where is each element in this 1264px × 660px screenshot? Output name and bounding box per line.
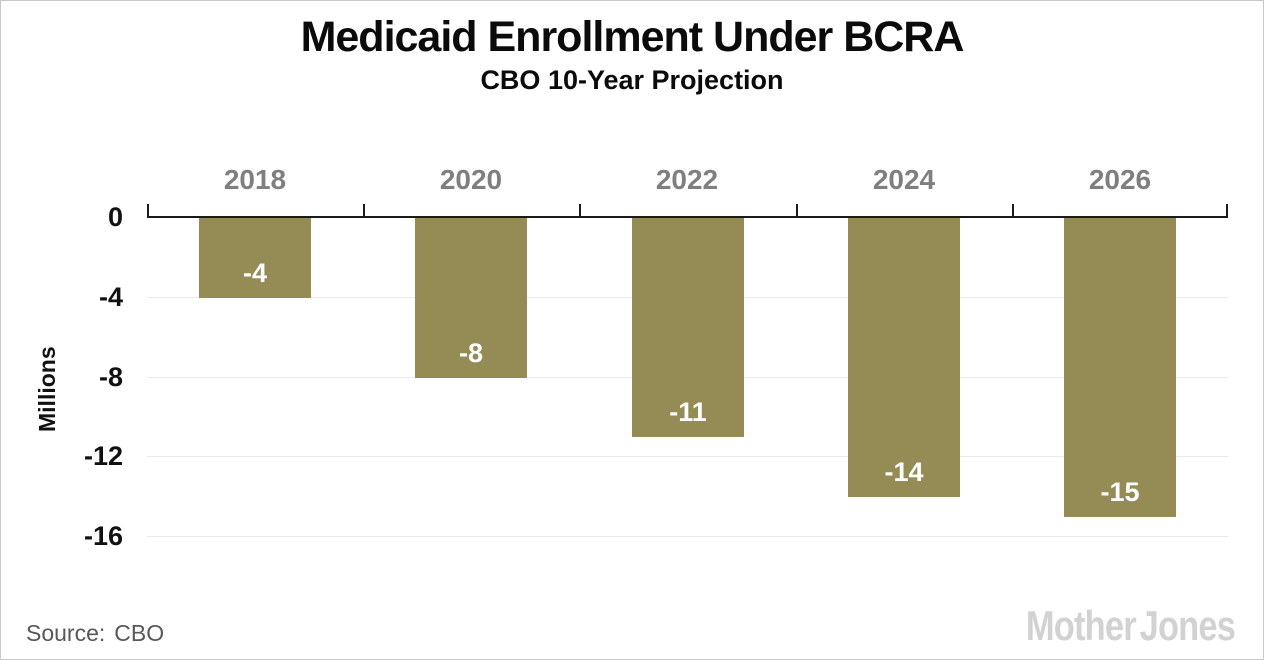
bar-value-label: -15 [1100, 477, 1140, 507]
bar-value-label: -8 [458, 338, 483, 368]
bar-2020: -8 [415, 218, 527, 378]
x-category-label: 2018 [223, 164, 287, 195]
source-value: CBO [114, 620, 165, 646]
x-category-label: 2024 [872, 164, 936, 195]
bar-value-label: -4 [242, 258, 267, 288]
axis-boundary-tick [1012, 204, 1014, 216]
axis-boundary-tick [363, 204, 365, 216]
source-label: Source: [26, 620, 106, 646]
source-note: Source: CBO [26, 620, 164, 647]
bar-2022: -11 [632, 218, 744, 437]
x-category-label: 2020 [439, 164, 503, 195]
y-tick-label: -12 [83, 441, 123, 471]
bar-2024: -14 [848, 218, 960, 497]
y-tick-label: -16 [83, 521, 123, 551]
axis-boundary-tick [1226, 204, 1228, 216]
chart-title: Medicaid Enrollment Under BCRA [300, 13, 965, 61]
gridline-y-16 [147, 536, 1228, 537]
bar-2018: -4 [199, 218, 311, 298]
x-axis-zero-line [147, 216, 1228, 218]
y-tick-label: 0 [107, 202, 123, 232]
axis-boundary-tick [579, 204, 581, 216]
bar-value-label: -11 [669, 397, 707, 427]
x-category-label: 2026 [1088, 164, 1152, 195]
x-category-label: 2022 [655, 164, 719, 195]
y-tick-label: -8 [98, 362, 123, 392]
y-tick-label: -4 [98, 282, 123, 312]
bar-2026: -15 [1064, 218, 1176, 517]
axis-boundary-tick [147, 204, 149, 216]
bar-value-label: -14 [884, 457, 924, 487]
gridline-y-12 [147, 456, 1228, 457]
axis-boundary-tick [796, 204, 798, 216]
brand-logo: Mother Jones [1025, 602, 1236, 649]
chart-subtitle: CBO 10-Year Projection [480, 65, 784, 95]
